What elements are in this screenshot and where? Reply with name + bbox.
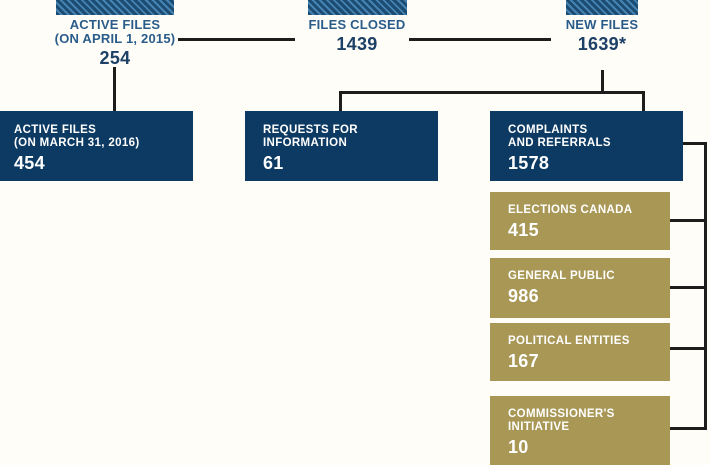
connector-line bbox=[669, 347, 707, 350]
node-files-closed: FILES CLOSED 1439 bbox=[277, 0, 437, 53]
connector-line bbox=[683, 142, 707, 145]
node-label: NEW FILES bbox=[565, 17, 639, 32]
connector-line bbox=[669, 427, 707, 430]
box-commissioners-initiative: COMMISSIONER'S INITIATIVE 10 bbox=[490, 396, 670, 465]
box-value: 986 bbox=[508, 286, 539, 306]
node-new-files: NEW FILES 1639* bbox=[522, 0, 682, 53]
box-value: 61 bbox=[263, 153, 284, 173]
connector-line bbox=[339, 91, 342, 111]
connector-line bbox=[113, 67, 116, 111]
box-label: ELECTIONS CANADA bbox=[508, 204, 633, 216]
box-value: 10 bbox=[508, 437, 529, 457]
connector-line bbox=[409, 38, 551, 41]
node-value: 1639* bbox=[577, 34, 627, 54]
box-elections-canada: ELECTIONS CANADA 415 bbox=[490, 192, 670, 250]
hatch-bar bbox=[566, 0, 638, 15]
box-label: COMPLAINTS AND REFERRALS bbox=[508, 124, 611, 149]
connector-line bbox=[178, 38, 295, 41]
box-label: POLITICAL ENTITIES bbox=[508, 335, 630, 347]
box-political-entities: POLITICAL ENTITIES 167 bbox=[490, 323, 670, 381]
node-label: ACTIVE FILES (ON APRIL 1, 2015) bbox=[54, 17, 176, 46]
box-label: ACTIVE FILES (ON MARCH 31, 2016) bbox=[14, 124, 140, 149]
node-active-files-2015: ACTIVE FILES (ON APRIL 1, 2015) 254 bbox=[35, 0, 195, 67]
box-complaints-and-referrals: COMPLAINTS AND REFERRALS 1578 bbox=[490, 111, 683, 181]
box-active-files-2016: ACTIVE FILES (ON MARCH 31, 2016) 454 bbox=[0, 111, 193, 181]
box-value: 167 bbox=[508, 351, 539, 371]
box-value: 1578 bbox=[508, 153, 550, 173]
box-requests-for-information: REQUESTS FOR INFORMATION 61 bbox=[245, 111, 438, 181]
connector-line bbox=[601, 70, 604, 94]
node-value: 254 bbox=[99, 48, 131, 68]
node-label: FILES CLOSED bbox=[308, 17, 406, 32]
box-label: GENERAL PUBLIC bbox=[508, 270, 615, 282]
node-value: 1439 bbox=[336, 34, 378, 54]
box-value: 454 bbox=[14, 153, 45, 173]
connector-line bbox=[669, 286, 707, 289]
box-value: 415 bbox=[508, 220, 539, 240]
connector-line bbox=[642, 91, 645, 111]
connector-line bbox=[339, 91, 645, 94]
box-label: COMMISSIONER'S INITIATIVE bbox=[508, 408, 615, 433]
box-general-public: GENERAL PUBLIC 986 bbox=[490, 258, 670, 318]
hatch-bar bbox=[56, 0, 174, 15]
box-label: REQUESTS FOR INFORMATION bbox=[263, 124, 358, 149]
hatch-bar bbox=[307, 0, 407, 15]
connector-line bbox=[669, 219, 707, 222]
